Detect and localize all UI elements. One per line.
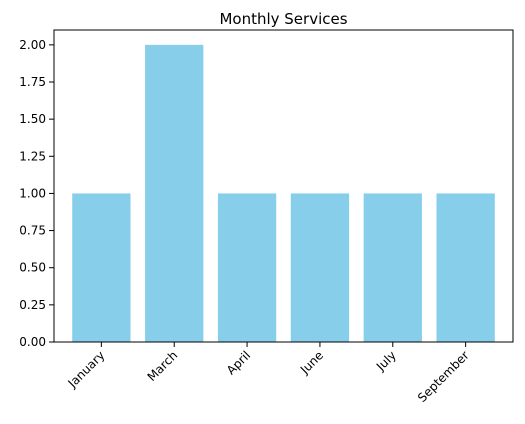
- bars-group: [72, 44, 495, 342]
- bar-april: [217, 193, 277, 342]
- bar-january: [72, 193, 131, 342]
- x-tick-label: September: [415, 348, 472, 405]
- y-axis: 0.00 0.25 0.50 0.75 1.00 1.25 1.50 1.75 2.00: [19, 38, 54, 349]
- chart-title: Monthly Services: [219, 10, 347, 28]
- x-tick-label: July: [373, 348, 399, 374]
- y-tick-label: 0.50: [19, 261, 46, 275]
- y-tick-label: 1.50: [19, 112, 46, 126]
- y-tick-label: 1.25: [19, 149, 46, 163]
- y-tick-label: 1.00: [19, 186, 46, 200]
- bar-june: [290, 193, 350, 342]
- x-tick-label: April: [224, 348, 253, 377]
- y-tick-label: 0.75: [19, 224, 46, 238]
- x-tick-label: June: [297, 348, 326, 377]
- x-axis: January March April June July September: [65, 342, 472, 405]
- bar-march: [145, 44, 204, 342]
- y-tick-label: 0.25: [19, 298, 46, 312]
- x-tick-label: March: [145, 348, 181, 384]
- plot-frame: [53, 29, 514, 343]
- y-tick-label: 0.00: [19, 335, 46, 349]
- y-tick-label: 1.75: [19, 75, 46, 89]
- y-tick-label: 2.00: [19, 38, 46, 52]
- bar-september: [436, 193, 495, 342]
- bar-july: [363, 193, 422, 342]
- x-tick-label: January: [65, 348, 108, 391]
